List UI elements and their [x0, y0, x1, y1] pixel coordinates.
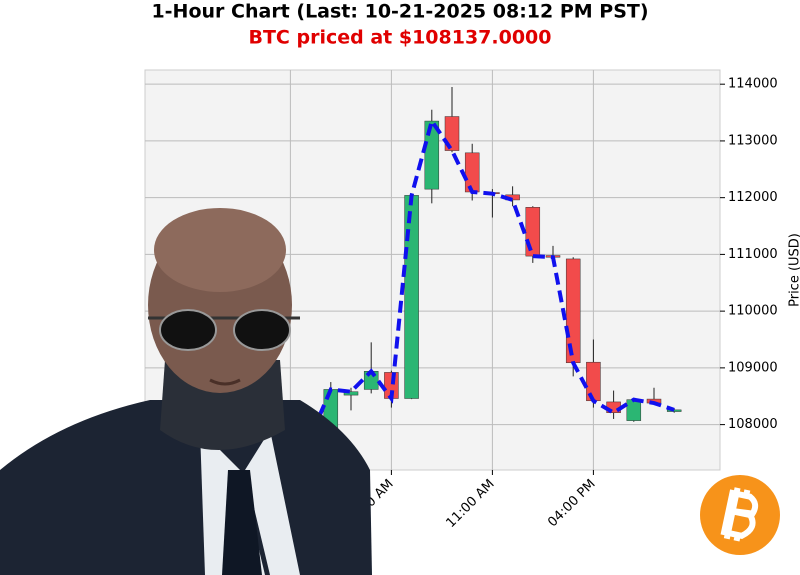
candle-body — [343, 391, 359, 396]
bitcoin-logo — [700, 475, 780, 555]
illustration — [0, 208, 372, 575]
candle-body — [626, 399, 642, 421]
y-tick-label: 108000 — [728, 417, 778, 432]
candle-body — [525, 207, 541, 257]
x-tick-label: 11:00 AM — [443, 477, 497, 531]
close-line — [249, 116, 675, 440]
chart-subtitle: BTC priced at $108137.0000 — [248, 27, 551, 49]
y-tick-label: 109000 — [728, 360, 778, 375]
y-tick-label: 111000 — [728, 247, 778, 262]
candle-body — [404, 195, 419, 399]
chart-title: 1-Hour Chart (Last: 10-21-2025 08:12 PM … — [151, 1, 648, 23]
candle-body — [464, 152, 480, 193]
y-tick-label: 113000 — [728, 133, 778, 148]
y-tick-label: 112000 — [728, 190, 778, 205]
y-tick-label: 114000 — [728, 77, 778, 92]
y-tick-label: 110000 — [728, 304, 778, 319]
x-tick-label: 04:00 PM — [545, 477, 598, 530]
candle-body — [424, 120, 440, 190]
y-axis-label: Price (USD) — [788, 233, 800, 307]
